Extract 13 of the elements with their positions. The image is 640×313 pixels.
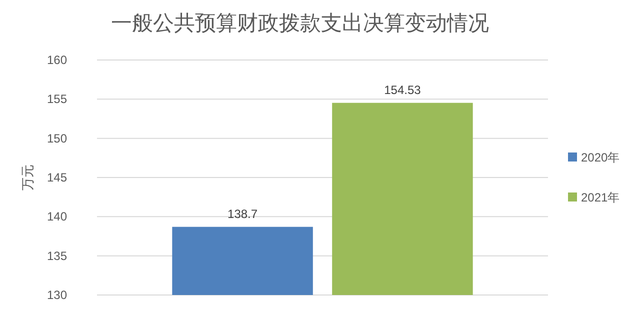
y-tick-label: 145 xyxy=(46,170,68,184)
y-tick-label: 130 xyxy=(46,288,68,302)
y-tick-label: 155 xyxy=(46,92,68,106)
data-label: 138.7 xyxy=(228,206,258,221)
y-axis-title: 万元 xyxy=(20,164,35,190)
y-tick-label: 135 xyxy=(46,248,68,263)
data-label: 154.53 xyxy=(384,82,422,97)
chart-title: 一般公共预算财政拨款支出决算变动情况 xyxy=(111,11,489,35)
y-tick-label: 150 xyxy=(46,131,68,146)
legend-label: 2020年 xyxy=(581,150,620,164)
y-tick-label: 140 xyxy=(46,210,68,224)
y-tick-label: 160 xyxy=(46,53,68,67)
legend-label: 2021年 xyxy=(581,190,620,204)
